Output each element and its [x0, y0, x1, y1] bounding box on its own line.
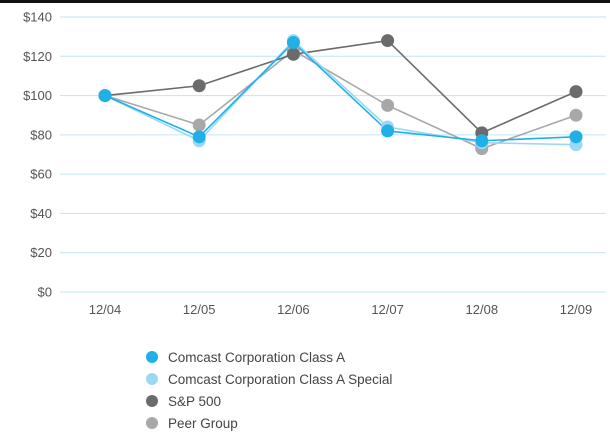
data-point	[381, 98, 395, 112]
y-tick-label: $120	[23, 49, 52, 64]
data-point	[192, 79, 206, 93]
data-point	[286, 47, 300, 61]
legend-swatch-comcast-class-a-special	[146, 373, 158, 385]
data-point	[475, 134, 489, 148]
data-point	[98, 89, 112, 103]
series-line	[104, 39, 577, 134]
y-axis-tick-labels: $0 $20 $40 $60 $80 $100 $120 $140	[23, 10, 52, 300]
x-tick-label: 12/06	[277, 302, 310, 317]
legend-item-comcast-class-a: Comcast Corporation Class A	[146, 346, 392, 368]
data-point	[381, 124, 395, 138]
y-tick-label: $60	[30, 167, 52, 182]
legend-label-sp500: S&P 500	[168, 393, 222, 409]
data-point	[569, 108, 583, 122]
y-tick-label: $100	[23, 88, 52, 103]
legend-item-sp500: S&P 500	[146, 390, 392, 412]
top-rule	[0, 0, 610, 3]
data-point	[192, 118, 206, 132]
series-line	[104, 49, 577, 150]
legend-item-comcast-class-a-special: Comcast Corporation Class A Special	[146, 368, 392, 390]
x-tick-label: 12/04	[89, 302, 122, 317]
y-tick-label: $40	[30, 206, 52, 221]
data-point	[381, 34, 395, 48]
data-point	[286, 36, 300, 50]
legend-item-peer-group: Peer Group	[146, 412, 392, 434]
y-tick-label: $80	[30, 127, 52, 142]
x-tick-label: 12/07	[371, 302, 404, 317]
y-tick-label: $20	[30, 245, 52, 260]
legend-label-comcast-class-a: Comcast Corporation Class A	[168, 349, 346, 365]
legend-label-peer-group: Peer Group	[168, 415, 238, 431]
series-points	[98, 34, 583, 156]
x-axis-tick-labels: 12/04 12/05 12/06 12/07 12/08 12/09	[89, 302, 593, 317]
legend-swatch-sp500	[146, 395, 158, 407]
y-tick-label: $140	[23, 10, 52, 25]
legend-swatch-peer-group	[146, 417, 158, 429]
gridlines	[60, 16, 606, 293]
series-line	[104, 41, 577, 142]
series-line	[104, 39, 577, 146]
x-tick-label: 12/08	[466, 302, 499, 317]
data-point	[192, 130, 206, 144]
legend-label-comcast-class-a-special: Comcast Corporation Class A Special	[168, 371, 393, 387]
legend: Comcast Corporation Class A Comcast Corp…	[146, 346, 392, 434]
x-tick-label: 12/09	[560, 302, 593, 317]
legend-swatch-comcast-class-a	[146, 351, 158, 363]
line-chart: $0$20$40$60$80$100$120$140 12/04 12/05 12/…	[23, 10, 606, 317]
data-point	[569, 85, 583, 99]
y-tick-label: $0	[38, 285, 52, 300]
x-tick-label: 12/05	[183, 302, 216, 317]
data-point	[569, 130, 583, 144]
series-lines	[104, 39, 577, 150]
